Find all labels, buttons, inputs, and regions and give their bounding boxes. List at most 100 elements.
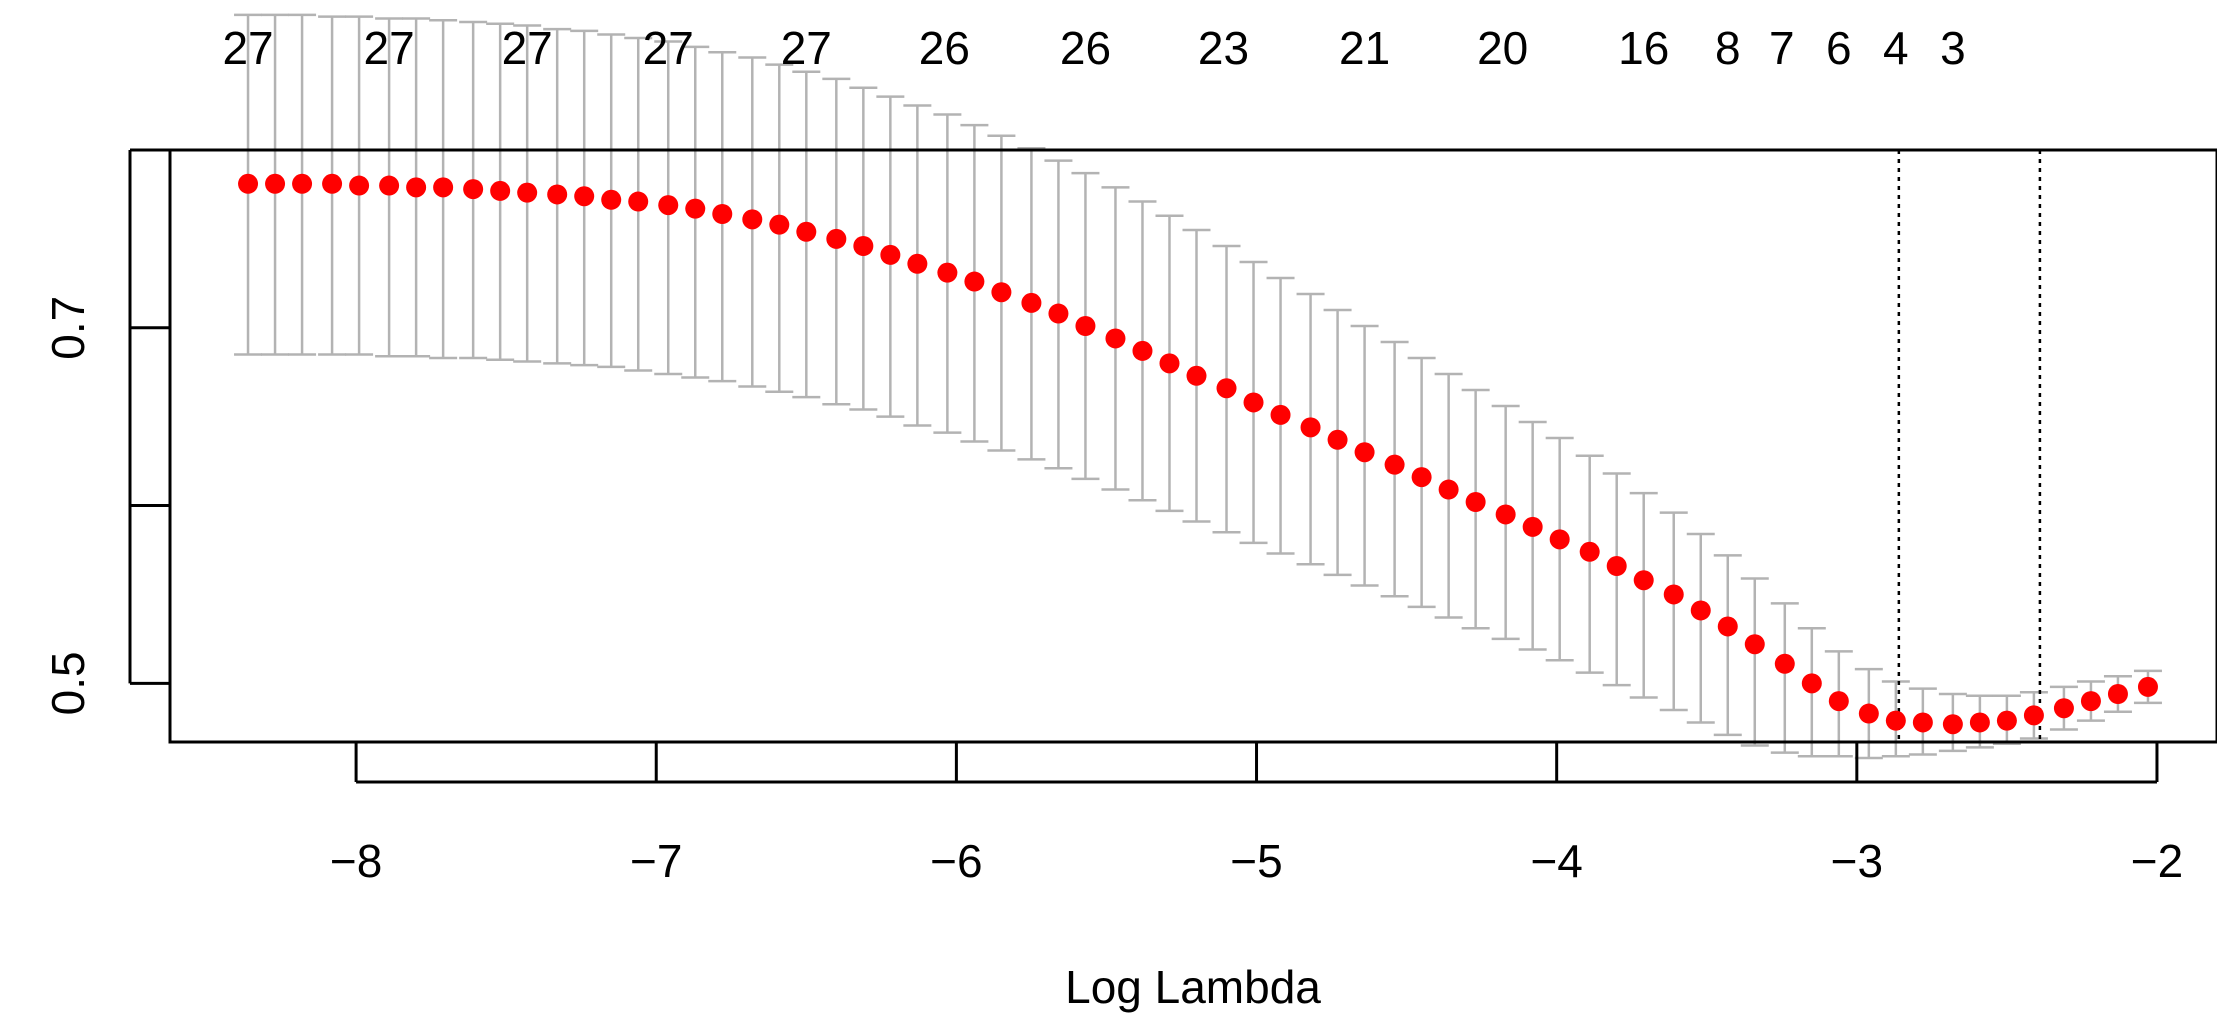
data-point	[547, 184, 568, 205]
data-point	[1774, 653, 1795, 674]
data-point	[2023, 705, 2044, 726]
error-bar	[1686, 532, 1715, 724]
data-point	[1912, 712, 1933, 733]
data-point	[907, 253, 928, 274]
data-point	[1411, 467, 1432, 488]
data-point	[490, 180, 511, 201]
data-point	[349, 175, 370, 196]
top-axis-label: 16	[1618, 22, 1669, 74]
data-point	[1717, 616, 1738, 637]
x-tick-label: −6	[930, 835, 982, 887]
data-point	[1633, 570, 1654, 591]
top-axis-label: 3	[1940, 22, 1966, 74]
data-point	[685, 198, 706, 219]
data-point	[1801, 673, 1822, 694]
data-point	[265, 173, 286, 194]
data-point	[463, 179, 484, 200]
reference-lines	[1897, 150, 2042, 742]
top-axis-label: 23	[1198, 22, 1249, 74]
data-point	[1549, 529, 1570, 550]
top-axis-label: 27	[222, 22, 273, 74]
data-point	[769, 214, 790, 235]
data-point	[322, 173, 343, 194]
x-tick-label: −3	[1831, 835, 1883, 887]
data-point	[1048, 303, 1069, 324]
y-tick-label: 0.7	[42, 296, 94, 360]
top-axis-label: 27	[502, 22, 553, 74]
data-point	[1243, 392, 1264, 413]
data-point	[2107, 684, 2128, 704]
data-point	[2137, 676, 2158, 697]
top-axis-label: 27	[781, 22, 832, 74]
error-bar	[1770, 602, 1799, 754]
data-point	[574, 186, 595, 207]
data-point	[1690, 600, 1711, 621]
data-point	[238, 173, 259, 194]
data-point	[1522, 516, 1543, 537]
data-point	[712, 204, 733, 224]
data-point	[628, 191, 649, 212]
data-point	[964, 271, 985, 292]
data-point	[937, 262, 958, 283]
top-axis-label: 8	[1715, 22, 1741, 74]
error-bar	[1575, 454, 1604, 674]
error-bar	[1602, 472, 1631, 687]
error-bar	[1713, 554, 1742, 737]
error-bars	[234, 13, 2162, 760]
data-point	[1996, 710, 2017, 731]
data-point	[853, 236, 874, 256]
data-point	[1438, 479, 1459, 500]
x-tick-label: −5	[1230, 835, 1282, 887]
x-axis-title: Log Lambda	[1065, 961, 1321, 1013]
data-point	[433, 177, 454, 198]
data-point	[1075, 316, 1096, 336]
x-tick-label: −8	[330, 835, 382, 887]
error-bar	[1659, 511, 1688, 712]
data-point	[1270, 404, 1291, 425]
top-axis-label: 20	[1477, 22, 1528, 74]
y-tick-label: 0.5	[42, 651, 94, 715]
data-point	[1159, 353, 1180, 374]
data-point	[1744, 634, 1765, 655]
data-point	[1579, 541, 1600, 562]
error-bar	[1740, 577, 1769, 747]
data-point	[880, 244, 901, 265]
data-point	[658, 195, 679, 216]
top-axis-label: 26	[1060, 22, 1111, 74]
data-point	[1606, 556, 1627, 576]
data-point	[1300, 417, 1321, 438]
data-point	[1465, 492, 1486, 512]
data-points	[238, 173, 2158, 735]
top-axis-label: 27	[364, 22, 415, 74]
y-axis: 0.5 0.7	[42, 148, 170, 715]
data-point	[1105, 328, 1126, 349]
data-point	[379, 175, 400, 196]
data-point	[1663, 584, 1684, 605]
data-point	[1132, 340, 1153, 361]
data-point	[406, 177, 427, 198]
top-axis-labels: 27 27 27 27 27 26 26 23 21 20 16 8 7 6 4 3	[222, 22, 1965, 74]
x-axis: −8 −7 −6 −5 −4 −3 −2	[330, 742, 2183, 887]
data-point	[2053, 698, 2074, 719]
x-tick-label: −7	[630, 835, 682, 887]
plot-frame	[168, 148, 2217, 744]
top-axis-label: 27	[643, 22, 694, 74]
data-point	[991, 282, 1012, 303]
error-bar	[1629, 491, 1658, 699]
data-point	[601, 189, 622, 210]
data-point	[1885, 710, 1906, 731]
data-point	[1327, 429, 1348, 450]
data-point	[1186, 365, 1207, 386]
top-axis-label: 26	[919, 22, 970, 74]
data-point	[1384, 454, 1405, 475]
top-axis-label: 6	[1826, 22, 1852, 74]
top-axis-label: 7	[1769, 22, 1795, 74]
data-point	[1216, 378, 1237, 399]
data-point	[796, 221, 817, 242]
data-point	[1858, 703, 1879, 724]
x-tick-label: −2	[2131, 835, 2183, 887]
top-axis-label: 21	[1339, 22, 1390, 74]
data-point	[1942, 714, 1963, 735]
data-point	[2080, 691, 2101, 712]
